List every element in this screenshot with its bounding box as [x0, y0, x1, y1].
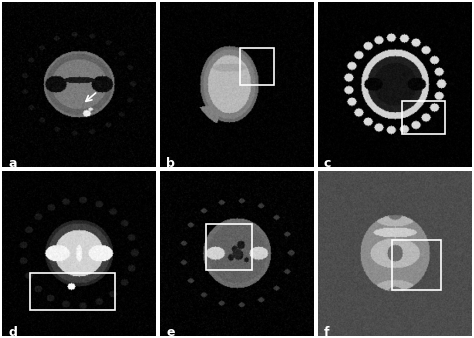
- Bar: [402, 101, 446, 134]
- Bar: [30, 273, 115, 310]
- Text: c: c: [324, 158, 331, 170]
- Bar: [392, 240, 441, 290]
- Text: f: f: [324, 327, 329, 338]
- Bar: [240, 48, 274, 84]
- Text: d: d: [9, 327, 18, 338]
- Text: b: b: [166, 158, 175, 170]
- Bar: [206, 224, 252, 270]
- Text: a: a: [9, 158, 17, 170]
- Text: e: e: [166, 327, 175, 338]
